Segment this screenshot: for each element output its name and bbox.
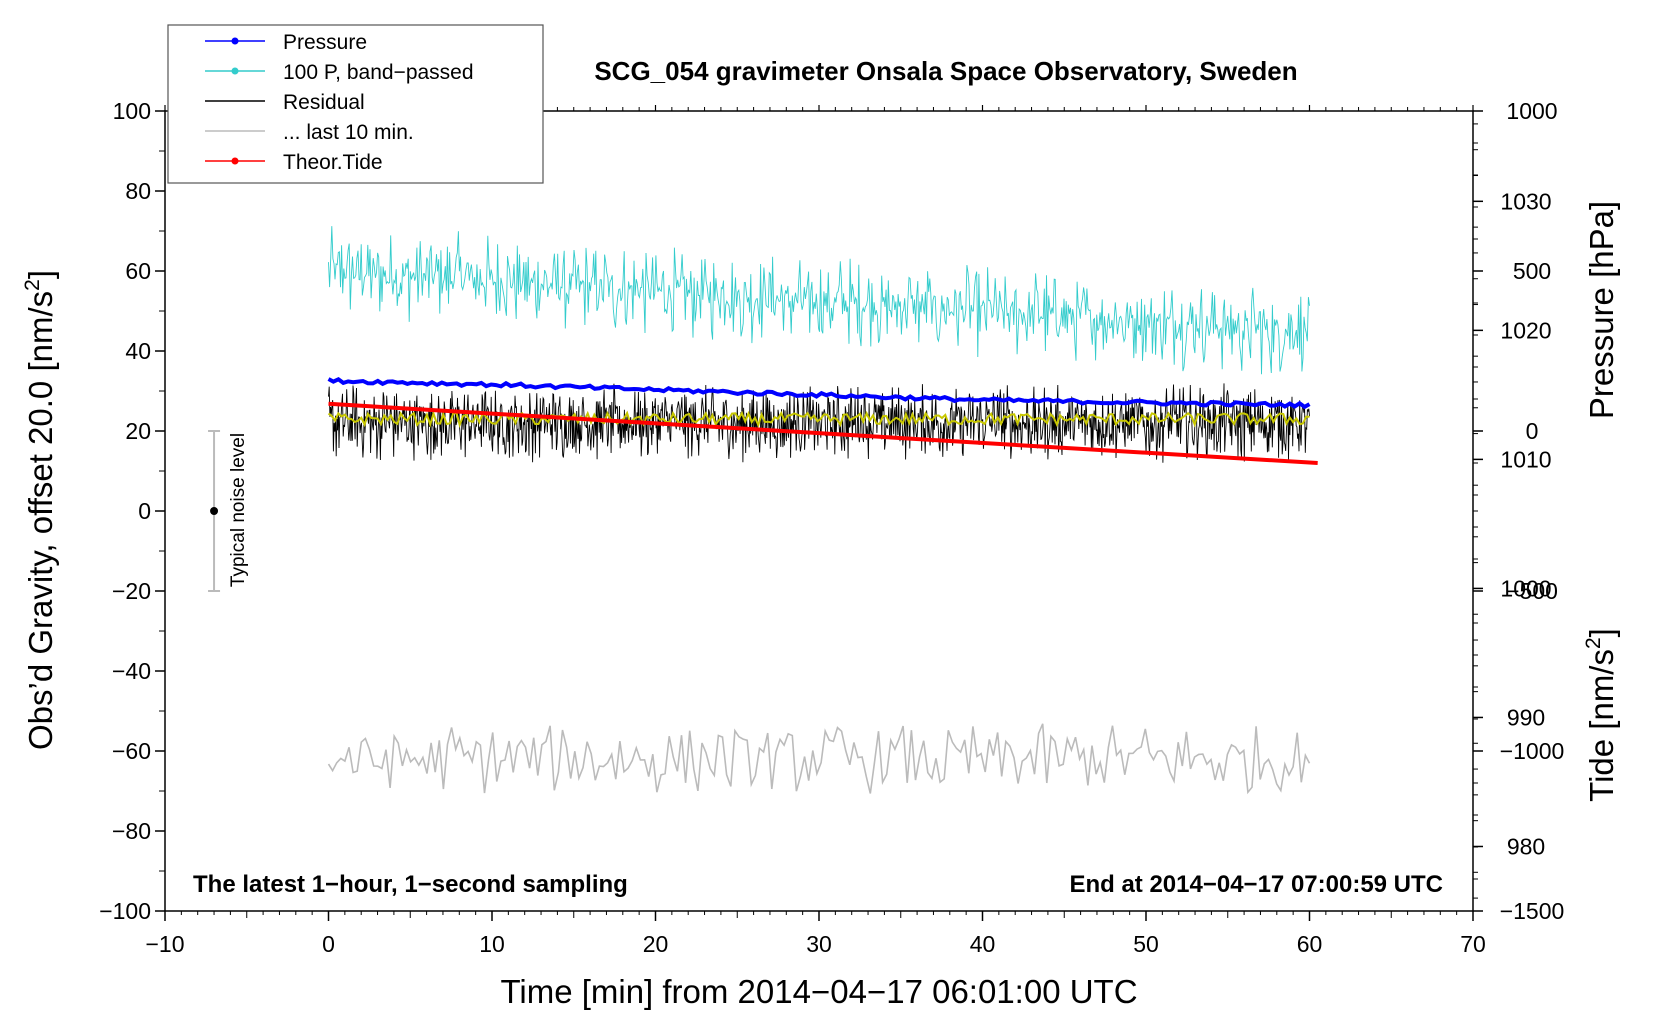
y-axis-label: Obs’d Gravity, offset 20.0 [nm/s2] [21,270,59,750]
axis-layer: −10 0 10 20 30 40 50 60 70−100−80−60−40−20020406… [99,98,1564,957]
tide-tick-label: −1500 [1500,898,1565,924]
legend-label: ... last 10 min. [283,121,414,144]
y-tick-label: 40 [125,338,151,364]
pressure-tick-label: 980 [1507,833,1545,859]
legend-entries: Pressure 100 P, band−passed Residual ... la… [205,31,474,174]
pressure-tick-label: 1030 [1500,188,1551,214]
series-residual-smoothed [327,410,1310,429]
tide-tick-label: 0 [1526,418,1539,444]
series-pressure [327,376,1311,410]
series-band-passed-pressure [328,226,1310,375]
x-tick-label: −10 [145,931,184,957]
y-axis-label-sup: 2 [21,279,44,291]
tide-tick-label: −500 [1506,578,1558,604]
tide-tick-label: 1000 [1506,98,1557,124]
pressure-axis-label: Pressure [hPa] [1583,201,1620,419]
series-layer [327,226,1318,795]
x-tick-label: 60 [1297,931,1323,957]
x-tick-label: 20 [643,931,669,957]
series-theor-tide [328,401,1318,465]
y-tick-label: −80 [112,818,151,844]
pressure-tick-label: 1010 [1500,446,1551,472]
y-tick-label: 100 [113,98,151,124]
y-tick-label: 20 [125,418,151,444]
legend-label: 100 P, band−passed [283,61,474,84]
y-tick-label: −60 [112,738,151,764]
tide-axis-label-sup: 2 [1582,637,1605,649]
x-tick-label: 70 [1460,931,1486,957]
x-axis-label: Time [min] from 2014−04−17 06:01:00 UTC [500,973,1137,1010]
pressure-tick-label: 1020 [1500,317,1551,343]
plot-frame [164,110,1474,912]
legend-label: Residual [283,91,365,114]
legend-box [167,24,544,184]
legend-label: Pressure [283,31,367,54]
y-tick-label: −20 [112,578,151,604]
x-tick-label: 10 [479,931,505,957]
noise-bar-label: Typical noise level [228,433,249,587]
legend: Pressure 100 P, band−passed Residual ... la… [167,24,544,184]
legend-label: Theor.Tide [283,151,383,174]
legend-marker [231,67,239,75]
x-tick-label: 50 [1133,931,1159,957]
y-tick-label: −100 [99,898,151,924]
y-tick-label: 60 [125,258,151,284]
y-tick-label: −40 [112,658,151,684]
tide-tick-label: 500 [1513,258,1551,284]
noise-bar-center [210,507,219,515]
tide-tick-label: −1000 [1500,738,1565,764]
annotation-bottom-right: End at 2014−04−17 07:00:59 UTC [1069,871,1443,898]
chart-title: SCG_054 gravimeter Onsala Space Observat… [594,56,1297,86]
legend-marker [231,157,239,165]
legend-marker [231,37,239,45]
annotation-bottom-left: The latest 1−hour, 1−second sampling [193,871,628,898]
y-tick-label: 80 [125,178,151,204]
pressure-tick-label: 990 [1507,704,1545,730]
y-tick-label: 0 [138,498,151,524]
tide-axis-label: Tide [nm/s2] [1582,628,1620,802]
noise-bar [208,430,221,592]
x-tick-label: 30 [806,931,832,957]
pressure-tick-label: 1000 [1500,575,1551,601]
x-tick-label: 0 [322,931,335,957]
series-last-10-min [327,723,1311,795]
x-tick-label: 40 [970,931,996,957]
